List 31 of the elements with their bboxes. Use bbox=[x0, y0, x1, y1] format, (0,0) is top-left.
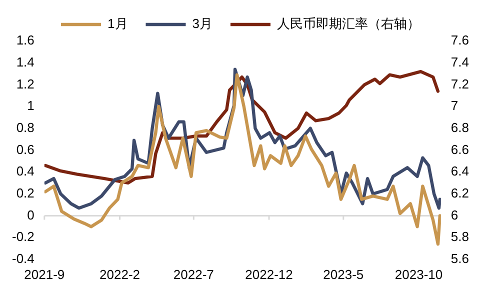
y-tick-label: -0.4 bbox=[12, 250, 34, 266]
y-tick-label: 1.2 bbox=[16, 76, 34, 92]
x-tick-label: 2022-7 bbox=[173, 266, 214, 282]
y-tick-label: 0.2 bbox=[16, 185, 34, 200]
y2-tick-label: 6.4 bbox=[450, 164, 470, 179]
y-tick-label: 0 bbox=[27, 207, 34, 222]
y2-tick-label: 6.6 bbox=[450, 142, 470, 157]
y2-tick-label: 6 bbox=[450, 207, 458, 222]
y-tick-label: 0.8 bbox=[16, 120, 34, 135]
legend-label: 人民币即期汇率（右轴） bbox=[276, 16, 420, 32]
y2-tick-label: 7 bbox=[450, 98, 458, 114]
y2-tick-label: 6.8 bbox=[450, 120, 470, 135]
y-tick-label: 1.6 bbox=[16, 32, 34, 48]
x-tick-label: 2022-2 bbox=[100, 266, 140, 282]
x-tick-label: 2023-5 bbox=[323, 266, 364, 282]
y2-tick-label: 6.2 bbox=[450, 185, 470, 200]
y-tick-label: -0.2 bbox=[12, 229, 34, 244]
x-tick-label: 2022-12 bbox=[245, 266, 293, 282]
y-tick-label: 0.4 bbox=[16, 164, 34, 179]
x-tick-label: 2023-10 bbox=[394, 266, 443, 282]
legend-label: 3月 bbox=[192, 16, 212, 32]
y2-tick-label: 5.6 bbox=[450, 250, 470, 266]
y-tick-label: 0.6 bbox=[16, 142, 34, 157]
legend-label: 1月 bbox=[108, 16, 128, 32]
y2-tick-label: 5.8 bbox=[450, 229, 470, 244]
y2-tick-label: 7.4 bbox=[450, 54, 470, 70]
y-tick-label: 1 bbox=[27, 98, 34, 114]
y-tick-label: 1.4 bbox=[16, 54, 34, 70]
y2-tick-label: 7.6 bbox=[450, 32, 470, 48]
y2-tick-label: 7.2 bbox=[450, 76, 470, 92]
x-tick-label: 2021-9 bbox=[24, 266, 65, 282]
